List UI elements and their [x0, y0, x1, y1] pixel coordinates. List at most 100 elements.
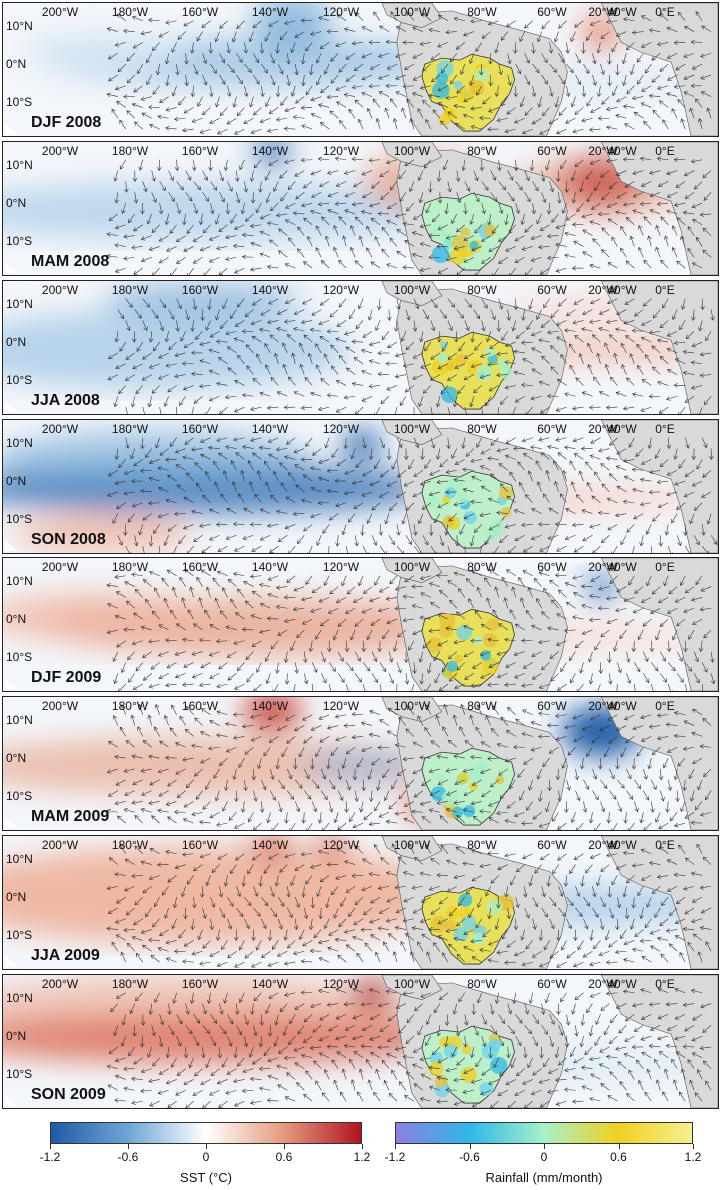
wind-vector [692, 618, 703, 625]
wind-vector-head [174, 809, 179, 815]
wind-vector [474, 610, 482, 620]
wind-vector [146, 74, 152, 85]
wind-vector-head [164, 338, 170, 343]
wind-vector-head [501, 101, 506, 107]
wind-vector [315, 747, 322, 757]
wind-vector [581, 117, 593, 122]
wind-vector-head [265, 481, 270, 486]
wind-vector-head [384, 107, 389, 112]
wind-vector-head [123, 94, 128, 99]
wind-vector-head [390, 98, 395, 103]
wind-vector-head [636, 784, 641, 790]
wind-vector [464, 298, 472, 308]
wind-vector [308, 353, 313, 364]
wind-vector [562, 202, 567, 214]
wind-vector-head [286, 334, 292, 339]
wind-vector-head [323, 69, 329, 75]
wind-vector-head [396, 305, 401, 310]
wind-vector-head [126, 326, 131, 332]
wind-vector-head [476, 586, 481, 592]
wind-vector-head [417, 715, 422, 720]
wind-vector-head [150, 665, 156, 670]
wind-vector [571, 170, 576, 181]
wind-vector [276, 606, 288, 609]
rainfall-anomaly-patch [455, 88, 471, 104]
wind-vector [362, 191, 373, 198]
wind-vector [294, 464, 305, 471]
wind-vector-head [200, 731, 205, 736]
wind-vector-head [491, 315, 496, 321]
sst-anomaly-blob [242, 697, 303, 732]
wind-vector [692, 480, 703, 487]
wind-vector-head [133, 270, 138, 275]
wind-vector [115, 42, 126, 46]
wind-vector-head [155, 444, 160, 449]
wind-vector-head [522, 664, 528, 669]
wind-vector-head [354, 260, 360, 265]
wind-vector-head [148, 246, 154, 252]
wind-vector-head [320, 378, 325, 383]
wind-vector-head [448, 326, 453, 331]
wind-vector-head [178, 101, 183, 106]
wind-vector [624, 476, 635, 482]
wind-vector [564, 254, 576, 258]
wind-vector-head [572, 615, 577, 620]
wind-vector [336, 597, 347, 603]
wind-vector [116, 591, 126, 598]
wind-vector-head [513, 651, 519, 657]
wind-vector [496, 811, 508, 814]
wind-vector-head [117, 67, 123, 73]
wind-vector [277, 758, 279, 769]
wind-vector [697, 779, 703, 790]
wind-vector-head [163, 714, 169, 720]
wind-vector [480, 465, 491, 471]
wind-vector-head [371, 506, 376, 511]
wind-vector [149, 779, 160, 786]
wind-vector [601, 535, 610, 543]
wind-vector [353, 357, 364, 364]
rainfall-anomaly-patch [472, 932, 486, 945]
wind-vector-head [561, 209, 567, 214]
wind-vector [325, 235, 330, 247]
rainfall-anomaly-patch [445, 362, 455, 371]
wind-vector [586, 482, 593, 493]
wind-vector-head [373, 657, 378, 662]
wind-vector-head [389, 679, 395, 684]
wind-vector [643, 822, 652, 830]
wind-vector [122, 202, 127, 214]
wind-vector [447, 546, 451, 553]
wind-vector-head [249, 177, 255, 182]
wind-vector [215, 213, 220, 225]
wind-vector-head [672, 315, 677, 321]
wind-vector-head [525, 80, 531, 86]
wind-vector-head [691, 385, 696, 390]
wind-vector-head [418, 198, 424, 204]
wind-vector-head [483, 304, 488, 309]
sst-anomaly-blob [586, 572, 617, 603]
wind-vector [641, 42, 652, 48]
wind-vector [361, 211, 373, 215]
wind-vector-head [182, 637, 187, 643]
wind-vector-head [591, 739, 596, 744]
wind-vector-head [683, 647, 688, 653]
wind-vector-head [574, 23, 579, 28]
wind-vector-head [366, 225, 371, 231]
wind-vector [681, 118, 686, 130]
wind-vector [176, 298, 182, 309]
wind-vector [250, 714, 262, 718]
wind-vector [703, 768, 712, 777]
wind-vector [413, 352, 424, 359]
wind-vector [205, 471, 211, 482]
wind-vector-head [153, 587, 159, 592]
wind-vector-head [190, 92, 196, 98]
wind-vector-head [264, 343, 269, 348]
wind-vector [659, 651, 666, 662]
wind-vector [323, 822, 330, 830]
wind-vector-head [666, 170, 671, 176]
wind-vector [630, 63, 635, 75]
wind-vector [453, 801, 465, 804]
wind-vector [558, 53, 565, 63]
wind-vector [325, 437, 330, 449]
wind-vector-head [170, 197, 175, 202]
wind-vector-head [531, 624, 536, 629]
